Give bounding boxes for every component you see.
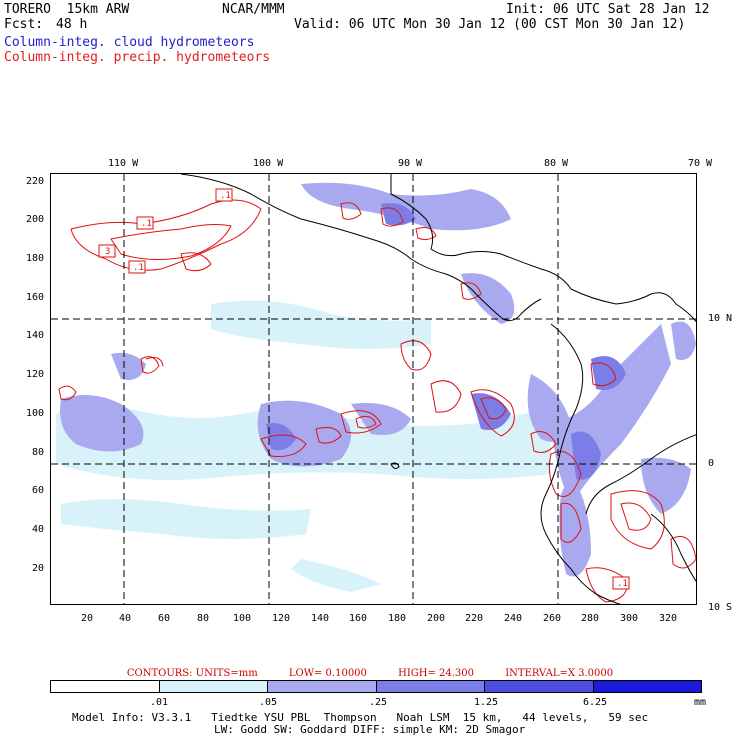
x-tick: 260 — [543, 613, 562, 624]
colorbar-cell — [485, 681, 594, 692]
colorbar-label: 1.25 — [474, 697, 499, 708]
cloud-field-label: Column-integ. cloud hydrometeors — [4, 35, 255, 50]
colorbar-cell — [593, 681, 701, 692]
lon-label-100w: 100 W — [253, 158, 284, 169]
colorbar-unit: mm — [694, 697, 707, 708]
x-tick: 100 — [233, 613, 252, 624]
map-panel: .1 3 .1 .1 .1 — [50, 173, 697, 605]
contour-labels: .1 3 .1 .1 .1 — [98, 188, 630, 590]
y-tick: 100 — [26, 408, 45, 419]
y-tick: 120 — [26, 369, 45, 380]
contour-label: .1 — [617, 579, 628, 589]
colorbar-cell — [51, 681, 160, 692]
contour-label: 3 — [105, 247, 110, 257]
x-tick: 120 — [272, 613, 291, 624]
x-tick: 180 — [388, 613, 407, 624]
colorbar-cell — [159, 681, 268, 692]
colorbar-label: 6.25 — [583, 697, 608, 708]
map-canvas: .1 3 .1 .1 .1 — [51, 174, 696, 604]
x-tick: 20 — [81, 613, 94, 624]
x-tick: 220 — [465, 613, 484, 624]
lat-label-10s: 10 S — [708, 602, 733, 613]
lat-label-10n: 10 N — [708, 313, 733, 324]
y-tick: 140 — [26, 330, 45, 341]
x-tick: 80 — [197, 613, 210, 624]
colorbar-cell — [376, 681, 485, 692]
coastlines — [180, 174, 696, 604]
x-tick: 140 — [311, 613, 330, 624]
x-tick: 320 — [659, 613, 678, 624]
lon-label-70w: 70 W — [688, 158, 713, 169]
model-info-line2: LW: Godd SW: Goddard DIFF: simple KM: 2D… — [214, 723, 526, 736]
y-tick: 160 — [26, 292, 45, 303]
contour-label: .1 — [141, 219, 152, 229]
contour-info: CONTOURS: UNITS=mm LOW= 0.10000 HIGH= 24… — [0, 668, 740, 679]
colorbar-cell — [268, 681, 377, 692]
valid-time: Valid: 06 UTC Mon 30 Jan 12 (00 CST Mon … — [294, 17, 686, 32]
contour-units: CONTOURS: UNITS=mm — [126, 668, 258, 679]
y-tick: 60 — [32, 485, 45, 496]
lon-label-80w: 80 W — [544, 158, 569, 169]
lon-label-90w: 90 W — [398, 158, 423, 169]
x-tick: 280 — [581, 613, 600, 624]
y-tick: 220 — [26, 176, 45, 187]
contour-label: .1 — [220, 191, 231, 201]
model-info: Model Info: V3.3.1 Tiedtke YSU PBL Thomp… — [72, 712, 648, 736]
lon-label-110w: 110 W — [108, 158, 139, 169]
colorbar — [50, 680, 702, 693]
y-tick: 180 — [26, 253, 45, 264]
precip-contours — [58, 199, 696, 603]
model-info-line1: Model Info: V3.3.1 Tiedtke YSU PBL Thomp… — [72, 711, 649, 724]
colorbar-label: .01 — [150, 697, 169, 708]
y-tick: 80 — [32, 447, 45, 458]
cloud-shading-strong — [266, 203, 626, 480]
source-label: NCAR/MMM — [222, 2, 285, 17]
y-tick: 200 — [26, 214, 45, 225]
y-tick: 20 — [32, 563, 45, 574]
contour-interval: INTERVAL=X 3.0000 — [505, 668, 614, 679]
x-tick: 60 — [158, 613, 171, 624]
x-tick: 160 — [349, 613, 368, 624]
precip-field-label: Column-integ. precip. hydrometeors — [4, 50, 271, 65]
x-tick: 240 — [504, 613, 523, 624]
forecast-hour: 48 h — [56, 17, 88, 32]
lat-label-0: 0 — [708, 458, 715, 469]
init-time: Init: 06 UTC Sat 28 Jan 12 — [506, 2, 710, 17]
colorbar-label: .05 — [259, 697, 278, 708]
contour-high: HIGH= 24.300 — [398, 668, 475, 679]
colorbar-label: .25 — [369, 697, 388, 708]
contour-label: .1 — [133, 263, 144, 273]
contour-low: LOW= 0.10000 — [288, 668, 367, 679]
map-title: TORERO 15km ARW — [4, 2, 130, 17]
x-tick: 300 — [620, 613, 639, 624]
graticule — [51, 174, 696, 604]
y-tick: 40 — [32, 524, 45, 535]
x-tick: 200 — [427, 613, 446, 624]
forecast-label: Fcst: — [4, 17, 44, 32]
x-tick: 40 — [119, 613, 132, 624]
